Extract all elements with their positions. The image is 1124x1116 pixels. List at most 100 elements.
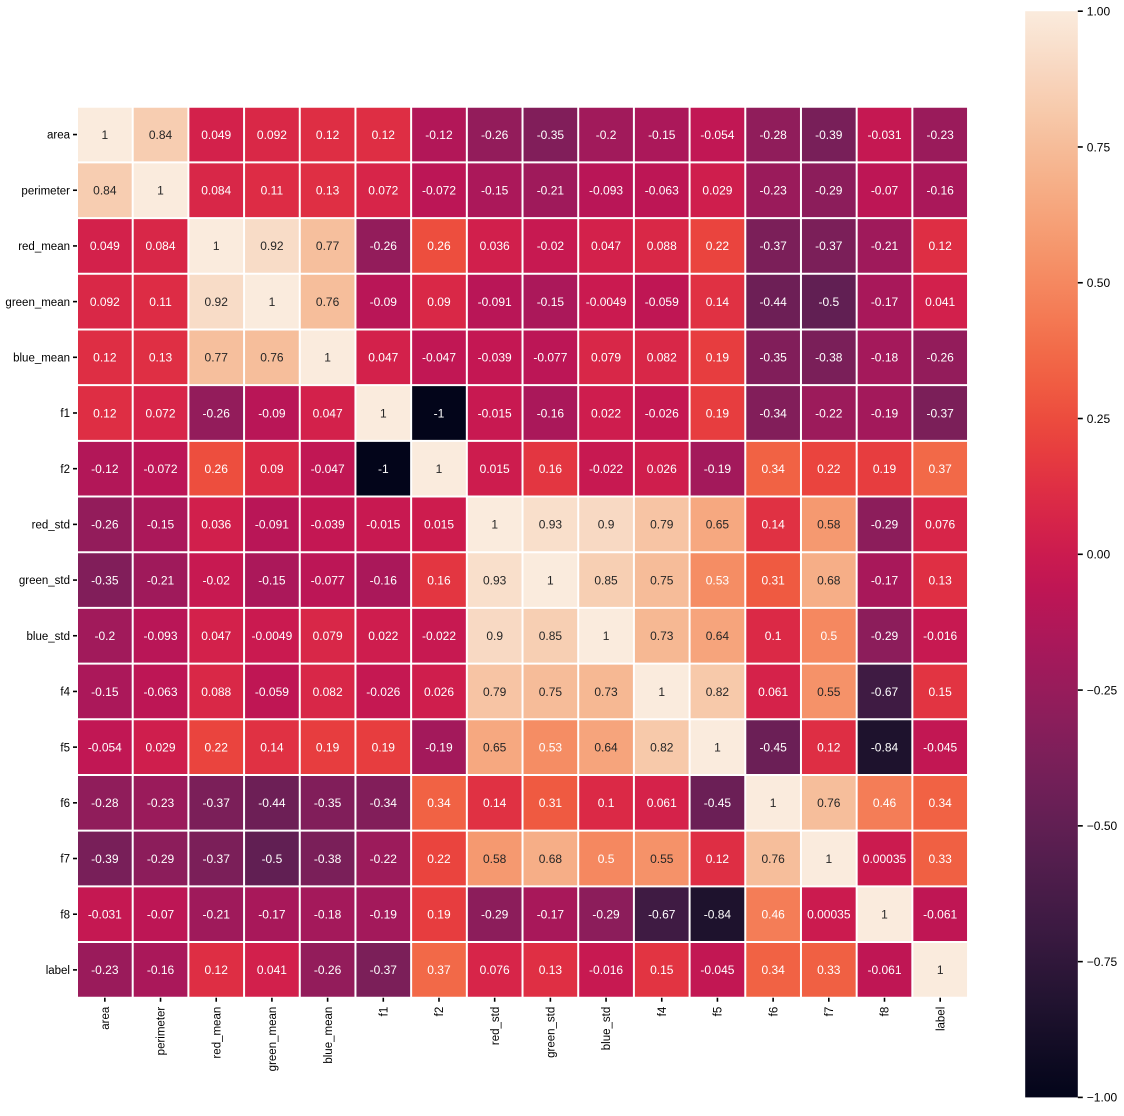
svg-text:-0.44: -0.44 <box>759 295 787 309</box>
svg-text:f2: f2 <box>60 464 70 476</box>
svg-text:-0.02: -0.02 <box>203 573 231 587</box>
svg-text:-0.15: -0.15 <box>648 128 676 142</box>
svg-text:0.12: 0.12 <box>93 351 117 365</box>
svg-text:0.15: 0.15 <box>650 963 674 977</box>
svg-text:-0.67: -0.67 <box>871 685 899 699</box>
svg-text:-0.2: -0.2 <box>596 128 617 142</box>
svg-text:0.22: 0.22 <box>427 852 451 866</box>
svg-text:perimeter: perimeter <box>21 185 70 197</box>
svg-text:-0.18: -0.18 <box>871 351 899 365</box>
svg-text:0.92: 0.92 <box>205 295 229 309</box>
svg-text:-0.23: -0.23 <box>91 963 119 977</box>
svg-text:-0.21: -0.21 <box>147 573 175 587</box>
svg-text:0.1: 0.1 <box>765 629 782 643</box>
svg-text:0.93: 0.93 <box>483 573 507 587</box>
svg-text:1: 1 <box>770 796 777 810</box>
svg-text:green_std: green_std <box>546 1007 558 1058</box>
svg-text:0.079: 0.079 <box>591 351 621 365</box>
svg-text:0.77: 0.77 <box>316 239 340 253</box>
svg-text:-0.26: -0.26 <box>481 128 509 142</box>
svg-text:0.37: 0.37 <box>929 462 953 476</box>
svg-text:0.084: 0.084 <box>201 184 231 198</box>
svg-text:-0.26: -0.26 <box>203 406 231 420</box>
svg-text:1: 1 <box>937 963 944 977</box>
svg-text:0.82: 0.82 <box>706 685 730 699</box>
svg-text:f8: f8 <box>880 1007 892 1017</box>
svg-text:0.34: 0.34 <box>427 796 451 810</box>
svg-text:green_std: green_std <box>19 575 70 587</box>
svg-text:1: 1 <box>603 629 610 643</box>
svg-text:0.084: 0.084 <box>146 239 176 253</box>
svg-text:0.9: 0.9 <box>486 629 503 643</box>
svg-text:f2: f2 <box>434 1007 446 1017</box>
svg-text:-0.077: -0.077 <box>311 573 345 587</box>
svg-text:f7: f7 <box>824 1007 836 1017</box>
svg-text:-0.02: -0.02 <box>537 239 565 253</box>
svg-text:-0.091: -0.091 <box>255 518 289 532</box>
svg-text:0.65: 0.65 <box>706 518 730 532</box>
svg-text:0.076: 0.076 <box>480 963 510 977</box>
svg-text:0.088: 0.088 <box>647 239 677 253</box>
svg-text:0.12: 0.12 <box>706 852 730 866</box>
svg-text:0.26: 0.26 <box>427 239 451 253</box>
svg-text:0.14: 0.14 <box>483 796 507 810</box>
svg-text:0.041: 0.041 <box>925 295 955 309</box>
svg-text:0.46: 0.46 <box>873 796 897 810</box>
svg-text:-0.29: -0.29 <box>815 184 843 198</box>
svg-text:0.75: 0.75 <box>650 573 674 587</box>
svg-text:-0.45: -0.45 <box>759 740 787 754</box>
svg-text:0.076: 0.076 <box>925 518 955 532</box>
svg-text:-0.19: -0.19 <box>871 406 899 420</box>
svg-text:1: 1 <box>491 518 498 532</box>
svg-text:0.19: 0.19 <box>873 462 897 476</box>
svg-text:-0.072: -0.072 <box>422 184 456 198</box>
svg-text:-0.077: -0.077 <box>533 351 567 365</box>
svg-text:-0.26: -0.26 <box>91 518 119 532</box>
svg-text:-0.37: -0.37 <box>927 406 955 420</box>
svg-text:0.76: 0.76 <box>761 852 785 866</box>
svg-text:-0.37: -0.37 <box>203 852 231 866</box>
svg-text:0.73: 0.73 <box>650 629 674 643</box>
svg-text:f6: f6 <box>768 1007 780 1017</box>
svg-text:-0.0049: -0.0049 <box>586 295 627 309</box>
svg-text:green_mean: green_mean <box>267 1007 279 1072</box>
svg-text:0.026: 0.026 <box>424 685 454 699</box>
svg-text:blue_std: blue_std <box>27 631 70 643</box>
svg-text:1: 1 <box>380 406 387 420</box>
svg-text:-0.29: -0.29 <box>871 518 899 532</box>
svg-text:0.64: 0.64 <box>706 629 730 643</box>
svg-text:-0.28: -0.28 <box>91 796 119 810</box>
svg-text:f4: f4 <box>657 1006 669 1016</box>
svg-text:0.46: 0.46 <box>761 908 785 922</box>
svg-text:f8: f8 <box>60 909 70 921</box>
svg-text:f6: f6 <box>60 798 70 810</box>
svg-text:1: 1 <box>436 462 443 476</box>
svg-text:0.53: 0.53 <box>539 740 563 754</box>
svg-text:0.12: 0.12 <box>817 740 841 754</box>
svg-text:-0.39: -0.39 <box>91 852 119 866</box>
svg-text:0.34: 0.34 <box>929 796 953 810</box>
svg-text:-0.22: -0.22 <box>370 852 398 866</box>
svg-text:-0.37: -0.37 <box>203 796 231 810</box>
svg-text:0.73: 0.73 <box>594 685 618 699</box>
svg-text:0.092: 0.092 <box>257 128 287 142</box>
svg-text:0.072: 0.072 <box>368 184 398 198</box>
svg-text:0.12: 0.12 <box>205 963 229 977</box>
svg-text:0.082: 0.082 <box>647 351 677 365</box>
svg-text:f5: f5 <box>713 1007 725 1017</box>
svg-text:-0.091: -0.091 <box>478 295 512 309</box>
svg-text:-0.35: -0.35 <box>759 351 787 365</box>
svg-text:-1: -1 <box>434 406 445 420</box>
svg-text:-0.063: -0.063 <box>144 685 178 699</box>
svg-text:0.14: 0.14 <box>260 740 284 754</box>
svg-text:0.34: 0.34 <box>761 963 785 977</box>
svg-text:0.22: 0.22 <box>817 462 841 476</box>
svg-text:0.9: 0.9 <box>598 518 615 532</box>
svg-text:0.022: 0.022 <box>591 406 621 420</box>
svg-text:-0.015: -0.015 <box>478 406 512 420</box>
svg-text:blue_std: blue_std <box>601 1007 613 1050</box>
svg-text:0.58: 0.58 <box>817 518 841 532</box>
svg-text:f1: f1 <box>60 408 70 420</box>
svg-text:0.11: 0.11 <box>149 295 172 309</box>
svg-text:0.015: 0.015 <box>424 518 454 532</box>
